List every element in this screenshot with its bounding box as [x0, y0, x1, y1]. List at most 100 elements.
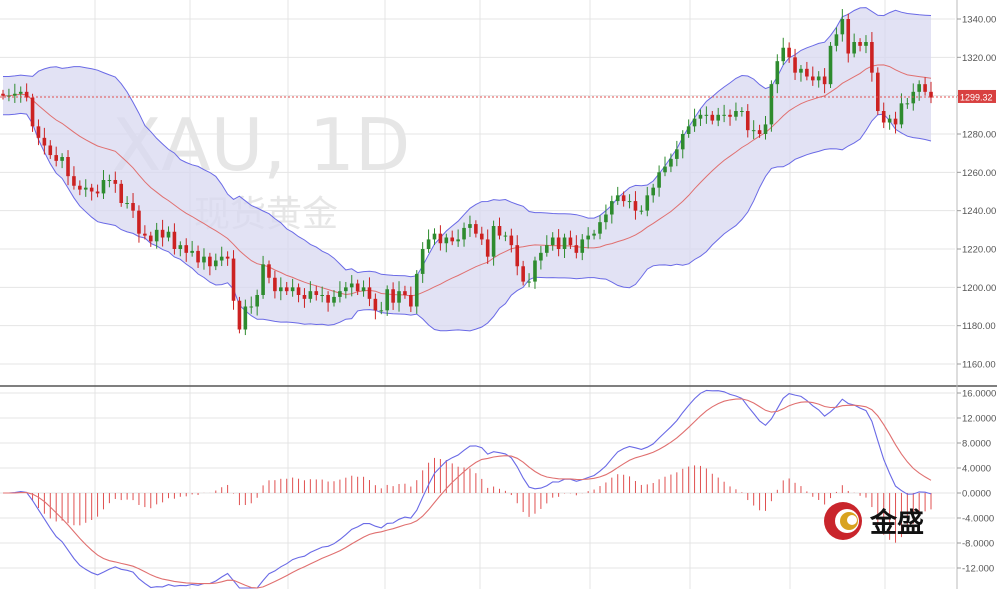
- macd-tick-label: -12.000: [962, 564, 994, 575]
- candle-body: [7, 95, 11, 97]
- candle-body: [621, 195, 626, 202]
- candle-body: [349, 283, 354, 288]
- candle-body: [219, 256, 224, 261]
- candle-body: [645, 195, 650, 211]
- candle-body: [574, 245, 579, 253]
- y-tick-label: 1280.00: [962, 130, 996, 141]
- candle-body: [710, 114, 715, 121]
- candle-body: [846, 19, 851, 54]
- candle-body: [302, 295, 307, 299]
- candle-body: [18, 91, 23, 94]
- candle-body: [734, 111, 738, 117]
- candle-body: [556, 237, 561, 249]
- candle-body: [154, 229, 159, 242]
- macd-tick-label: 8.0000: [962, 439, 991, 450]
- candle-body: [610, 201, 614, 215]
- candle-body: [521, 266, 525, 282]
- candle-body: [438, 233, 443, 244]
- candle-body: [527, 281, 531, 283]
- macd-tick-label: 0.0000: [962, 489, 991, 500]
- candle-body: [320, 295, 324, 296]
- candle-body: [858, 42, 862, 46]
- logo-text: 金盛: [869, 507, 924, 539]
- candle-body: [680, 134, 685, 150]
- y-tick-label: 1200.00: [962, 283, 996, 294]
- macd-tick-label: -8.0000: [962, 539, 994, 550]
- candle-body: [675, 149, 679, 159]
- grid-lines: [0, 0, 955, 589]
- candle-body: [326, 295, 330, 303]
- candle-body: [870, 42, 874, 73]
- candle-body: [450, 237, 455, 242]
- candle-body: [284, 287, 289, 292]
- candle-body: [799, 68, 803, 73]
- candle-body: [781, 47, 786, 62]
- candle-body: [190, 250, 194, 253]
- candle-body: [361, 287, 366, 292]
- candle-body: [775, 61, 780, 85]
- candle-body: [308, 291, 313, 299]
- last-price-label: 1299.32: [960, 92, 993, 102]
- candle-body: [503, 235, 508, 237]
- candle-body: [414, 273, 419, 307]
- candle-body: [745, 111, 750, 131]
- candle-body: [598, 222, 602, 234]
- candle-body: [202, 256, 206, 263]
- y-tick-label: 1240.00: [962, 206, 996, 217]
- candle-body: [810, 76, 815, 81]
- candle-body: [137, 210, 141, 234]
- moving-average-line: [3, 64, 932, 297]
- candle-body: [42, 137, 47, 146]
- candle-body: [491, 226, 496, 257]
- candle-body: [592, 233, 596, 236]
- candle-body: [409, 295, 413, 307]
- candle-body: [822, 76, 827, 85]
- candle-body: [698, 114, 703, 119]
- candle-body: [828, 45, 833, 85]
- candle-body: [881, 111, 886, 123]
- candle-body: [83, 187, 88, 190]
- candle-body: [95, 191, 100, 194]
- candle-body: [474, 224, 478, 234]
- candle-body: [479, 233, 484, 240]
- candle-body: [119, 183, 124, 203]
- candle-body: [178, 245, 183, 249]
- candle-body: [515, 245, 520, 267]
- candle-body: [751, 130, 756, 132]
- candle-body: [840, 19, 845, 35]
- candle-body: [509, 235, 514, 246]
- candle-body: [917, 84, 921, 92]
- candle-body: [208, 256, 212, 267]
- candle-body: [568, 237, 573, 246]
- candle-body: [462, 227, 466, 240]
- candle-body: [704, 114, 709, 116]
- candle-body: [456, 239, 460, 242]
- candle-body: [562, 237, 567, 249]
- candle-body: [385, 289, 390, 311]
- candle-body: [267, 264, 271, 278]
- candles: [1, 9, 933, 336]
- candle-body: [692, 118, 697, 127]
- candle-body: [243, 306, 248, 330]
- candle-body: [769, 84, 774, 125]
- macd-tick-label: 12.0000: [962, 414, 996, 425]
- candle-body: [101, 180, 106, 194]
- candle-body: [533, 260, 537, 282]
- candle-body: [686, 126, 691, 134]
- candle-body: [420, 249, 425, 274]
- candle-body: [30, 97, 35, 127]
- candle-body: [273, 277, 277, 292]
- candle-body: [403, 291, 407, 295]
- candle-body: [763, 124, 768, 134]
- candle-body: [657, 172, 661, 188]
- y-tick-label: 1260.00: [962, 168, 996, 179]
- candle-body: [172, 231, 177, 249]
- candle-body: [852, 42, 856, 54]
- candle-body: [663, 166, 667, 173]
- candle-body: [332, 296, 336, 303]
- candle-body: [550, 237, 555, 246]
- candle-body: [196, 250, 200, 263]
- y-tick-label: 1160.00: [962, 360, 996, 371]
